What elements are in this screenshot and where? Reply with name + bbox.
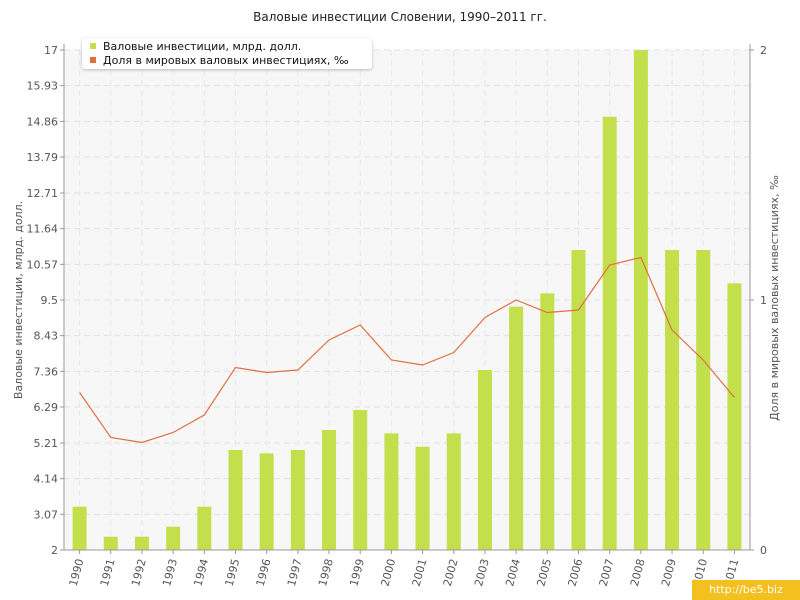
bar-1993[interactable] (166, 526, 181, 550)
x-tick-label: 1998 (316, 557, 336, 587)
x-tick-label: 1990 (67, 557, 87, 587)
bar-2006[interactable] (571, 250, 586, 550)
bar-2002[interactable] (446, 433, 461, 550)
bar-2005[interactable] (540, 293, 555, 550)
left-tick-label: 5.21 (34, 437, 59, 450)
axes (63, 44, 751, 551)
bar-2009[interactable] (665, 250, 680, 550)
x-tick-label: 1991 (98, 557, 118, 587)
x-tick-label: 2005 (534, 557, 554, 587)
bar-1997[interactable] (290, 450, 305, 550)
x-tick-label: 2000 (379, 557, 399, 587)
bar-2007[interactable] (602, 116, 617, 551)
left-tick-label: 17 (44, 44, 58, 57)
bar-2008[interactable] (633, 50, 648, 550)
bar-1991[interactable] (103, 536, 118, 550)
left-tick-label: 12.71 (27, 187, 59, 200)
right-tick-label: 1 (760, 294, 767, 307)
bars (72, 50, 742, 551)
y-axis-label-right: Доля в мировых валовых инвестициях, ‰ (768, 175, 781, 421)
left-tick-label: 10.57 (27, 258, 59, 271)
left-tick-label: 15.93 (27, 80, 59, 93)
x-tick-label: 1996 (254, 557, 274, 587)
x-tick-label: 1994 (191, 557, 211, 587)
legend-label-share: Доля в мировых валовых инвестициях, ‰ (103, 54, 349, 67)
x-tick-label: 1995 (223, 557, 243, 587)
left-ticks: 2 3.07 4.14 5.21 6.29 7.36 8.43 9.5 10.57 11.64 12… (27, 44, 64, 557)
left-tick-label: 3.07 (34, 508, 59, 521)
right-ticks: 0 1 2 (750, 44, 767, 557)
bar-1996[interactable] (259, 453, 274, 550)
bar-2010[interactable] (696, 250, 711, 550)
x-tick-label: 1997 (285, 557, 305, 587)
bar-1990[interactable] (72, 506, 87, 550)
bar-2000[interactable] (384, 433, 399, 550)
x-tick-label: 2006 (566, 557, 586, 587)
bar-2003[interactable] (477, 370, 492, 550)
y-axis-label-left: Валовые инвестиции, млрд. долл. (12, 201, 25, 399)
watermark-link[interactable]: http://be5.biz (692, 580, 800, 600)
bar-1995[interactable] (228, 450, 243, 550)
left-tick-label: 6.29 (34, 401, 59, 414)
legend-swatch-share (90, 57, 96, 63)
x-tick-label: 2001 (410, 557, 430, 587)
chart-title: Валовые инвестиции Словении, 1990–2011 г… (253, 10, 547, 24)
x-tick-label: 1992 (129, 557, 149, 587)
left-tick-label: 8.43 (34, 330, 59, 343)
bar-1999[interactable] (353, 410, 368, 550)
left-tick-label: 7.36 (34, 365, 59, 378)
x-tick-label: 2002 (441, 557, 461, 587)
x-tick-label: 2004 (503, 557, 523, 587)
left-tick-label: 4.14 (34, 473, 59, 486)
bar-1998[interactable] (322, 430, 337, 550)
x-tick-label: 1993 (160, 557, 180, 587)
left-tick-label: 13.79 (27, 151, 59, 164)
bar-2004[interactable] (509, 306, 524, 550)
bar-2001[interactable] (415, 446, 430, 550)
x-tick-label: 2007 (597, 557, 617, 587)
share-series-line[interactable] (79, 256, 735, 444)
x-tick-label: 2009 (659, 557, 679, 587)
left-tick-label: 11.64 (27, 223, 59, 236)
left-tick-label: 9.5 (41, 294, 59, 307)
legend-label-investments: Валовые инвестиции, млрд. долл. (103, 40, 302, 53)
right-tick-label: 0 (760, 544, 767, 557)
x-tick-label: 2003 (472, 557, 492, 587)
share-line (79, 256, 735, 444)
x-ticks: 1990 1991 1992 1993 1994 1995 1996 1997 1998 1999… (67, 550, 741, 588)
left-tick-label: 2 (51, 544, 58, 557)
legend-item-share[interactable]: Доля в мировых валовых инвестициях, ‰ (90, 54, 349, 68)
left-tick-label: 14.86 (27, 115, 59, 128)
legend-item-investments[interactable]: Валовые инвестиции, млрд. долл. (90, 40, 301, 54)
bar-1994[interactable] (197, 506, 212, 550)
x-tick-label: 1999 (347, 557, 367, 587)
legend-swatch-investments (90, 43, 96, 49)
bar-2011[interactable] (727, 283, 742, 550)
right-tick-label: 2 (760, 44, 767, 57)
bar-1992[interactable] (134, 536, 149, 550)
x-tick-label: 2008 (628, 557, 648, 587)
legend: Валовые инвестиции, млрд. долл. Доля в м… (82, 38, 372, 69)
